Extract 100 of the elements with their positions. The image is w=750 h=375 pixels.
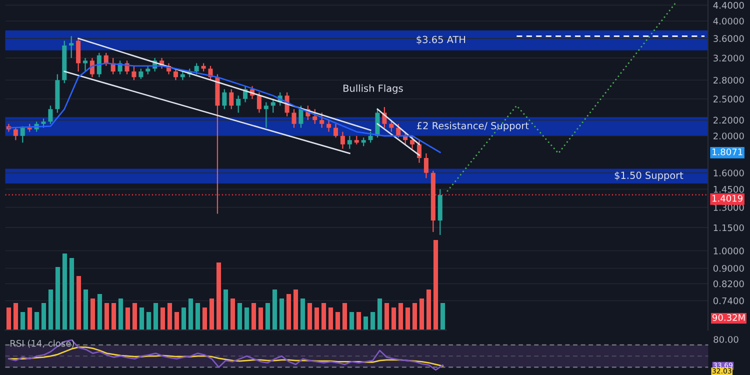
candlestick xyxy=(424,152,428,179)
bar xyxy=(258,308,264,330)
bar xyxy=(230,298,236,330)
candlestick xyxy=(48,105,53,124)
bar xyxy=(237,303,242,330)
bar xyxy=(335,312,340,330)
bar xyxy=(62,254,68,330)
bar xyxy=(34,312,40,330)
candlestick xyxy=(138,68,144,80)
candlestick xyxy=(104,52,108,66)
candlestick xyxy=(194,62,199,75)
candlestick xyxy=(368,131,373,144)
y-tick-label: 3.2000 xyxy=(714,54,744,62)
bar xyxy=(286,294,292,330)
candlestick xyxy=(256,92,262,114)
y-tick-label: 1.1500 xyxy=(714,224,744,232)
y-tick-label: 2.8000 xyxy=(714,76,744,84)
y-tick-label: 1.0000 xyxy=(714,247,744,254)
bar xyxy=(6,308,12,330)
bar xyxy=(272,290,278,330)
candlestick xyxy=(347,135,352,150)
bar xyxy=(265,303,270,330)
bar xyxy=(97,294,102,330)
candlestick xyxy=(69,36,74,59)
band-label: $3.65 ATH xyxy=(416,36,466,44)
candlestick xyxy=(298,105,304,128)
bar xyxy=(307,303,312,330)
bar xyxy=(370,312,376,330)
line-series xyxy=(8,339,444,371)
annotation: 1.8071 xyxy=(712,148,742,156)
bar xyxy=(349,312,354,330)
candlestick xyxy=(389,120,394,132)
candlestick xyxy=(292,108,296,128)
y-tick-label: 0.9000 xyxy=(713,264,744,272)
bar xyxy=(48,290,54,330)
candlestick xyxy=(13,127,18,141)
candlestick xyxy=(222,88,227,110)
bar xyxy=(342,303,348,330)
bar xyxy=(419,298,424,330)
bar xyxy=(279,298,284,330)
candlestick xyxy=(173,68,178,81)
bar xyxy=(181,308,186,330)
candlestick xyxy=(229,88,234,110)
bar xyxy=(111,303,116,330)
bar xyxy=(398,303,404,330)
y-tick-label: 0.7400 xyxy=(713,297,744,304)
y-tick-label: 4.0000 xyxy=(713,18,744,25)
bar xyxy=(132,303,138,330)
bar xyxy=(167,303,172,330)
y-tick-label: 1.4500 xyxy=(714,186,744,193)
bar xyxy=(41,303,46,330)
candlestick xyxy=(312,108,318,124)
y-tick-label: 2.0000 xyxy=(714,132,744,140)
annotation: Bullish Flags xyxy=(344,84,403,94)
bar xyxy=(83,290,88,330)
bar xyxy=(174,312,180,330)
candlestick xyxy=(76,38,81,72)
bar xyxy=(125,308,130,330)
bar xyxy=(223,290,228,330)
y-tick-label: 0.8200 xyxy=(713,280,744,288)
bar xyxy=(251,303,256,330)
candlestick xyxy=(83,57,88,72)
line-series xyxy=(8,346,444,367)
bar xyxy=(244,308,250,330)
band-label: £2 Resistance/ Support xyxy=(416,122,529,132)
candlestick xyxy=(236,95,241,114)
bar xyxy=(293,290,298,330)
bar xyxy=(139,308,144,330)
candlestick xyxy=(320,112,324,128)
candlestick xyxy=(96,52,102,78)
bar xyxy=(405,308,410,330)
bar xyxy=(69,258,74,330)
bar xyxy=(202,308,208,330)
y-tick-label: 3.6000 xyxy=(714,35,744,42)
bar xyxy=(55,267,60,330)
bar xyxy=(13,303,18,330)
bar xyxy=(433,240,438,330)
bar xyxy=(209,298,214,330)
bar xyxy=(321,303,326,330)
bar xyxy=(440,303,446,330)
bar xyxy=(377,298,382,330)
candlestick xyxy=(132,65,136,81)
bar xyxy=(27,308,32,330)
candlestick xyxy=(340,131,345,150)
bar xyxy=(384,303,390,330)
bar xyxy=(328,308,334,330)
bar xyxy=(160,308,166,330)
candlestick xyxy=(41,118,46,128)
candlestick xyxy=(20,126,25,144)
y-tick-label: 2.2000 xyxy=(714,116,744,124)
bar xyxy=(363,316,368,330)
candlestick xyxy=(410,135,415,150)
bar xyxy=(90,298,96,330)
bar xyxy=(356,312,362,330)
bar xyxy=(188,298,194,330)
y-tick-label: 80.00 xyxy=(714,336,738,343)
bar xyxy=(412,303,418,330)
bar xyxy=(391,308,396,330)
bar xyxy=(118,298,124,330)
band-label: $1.50 Support xyxy=(614,171,684,181)
